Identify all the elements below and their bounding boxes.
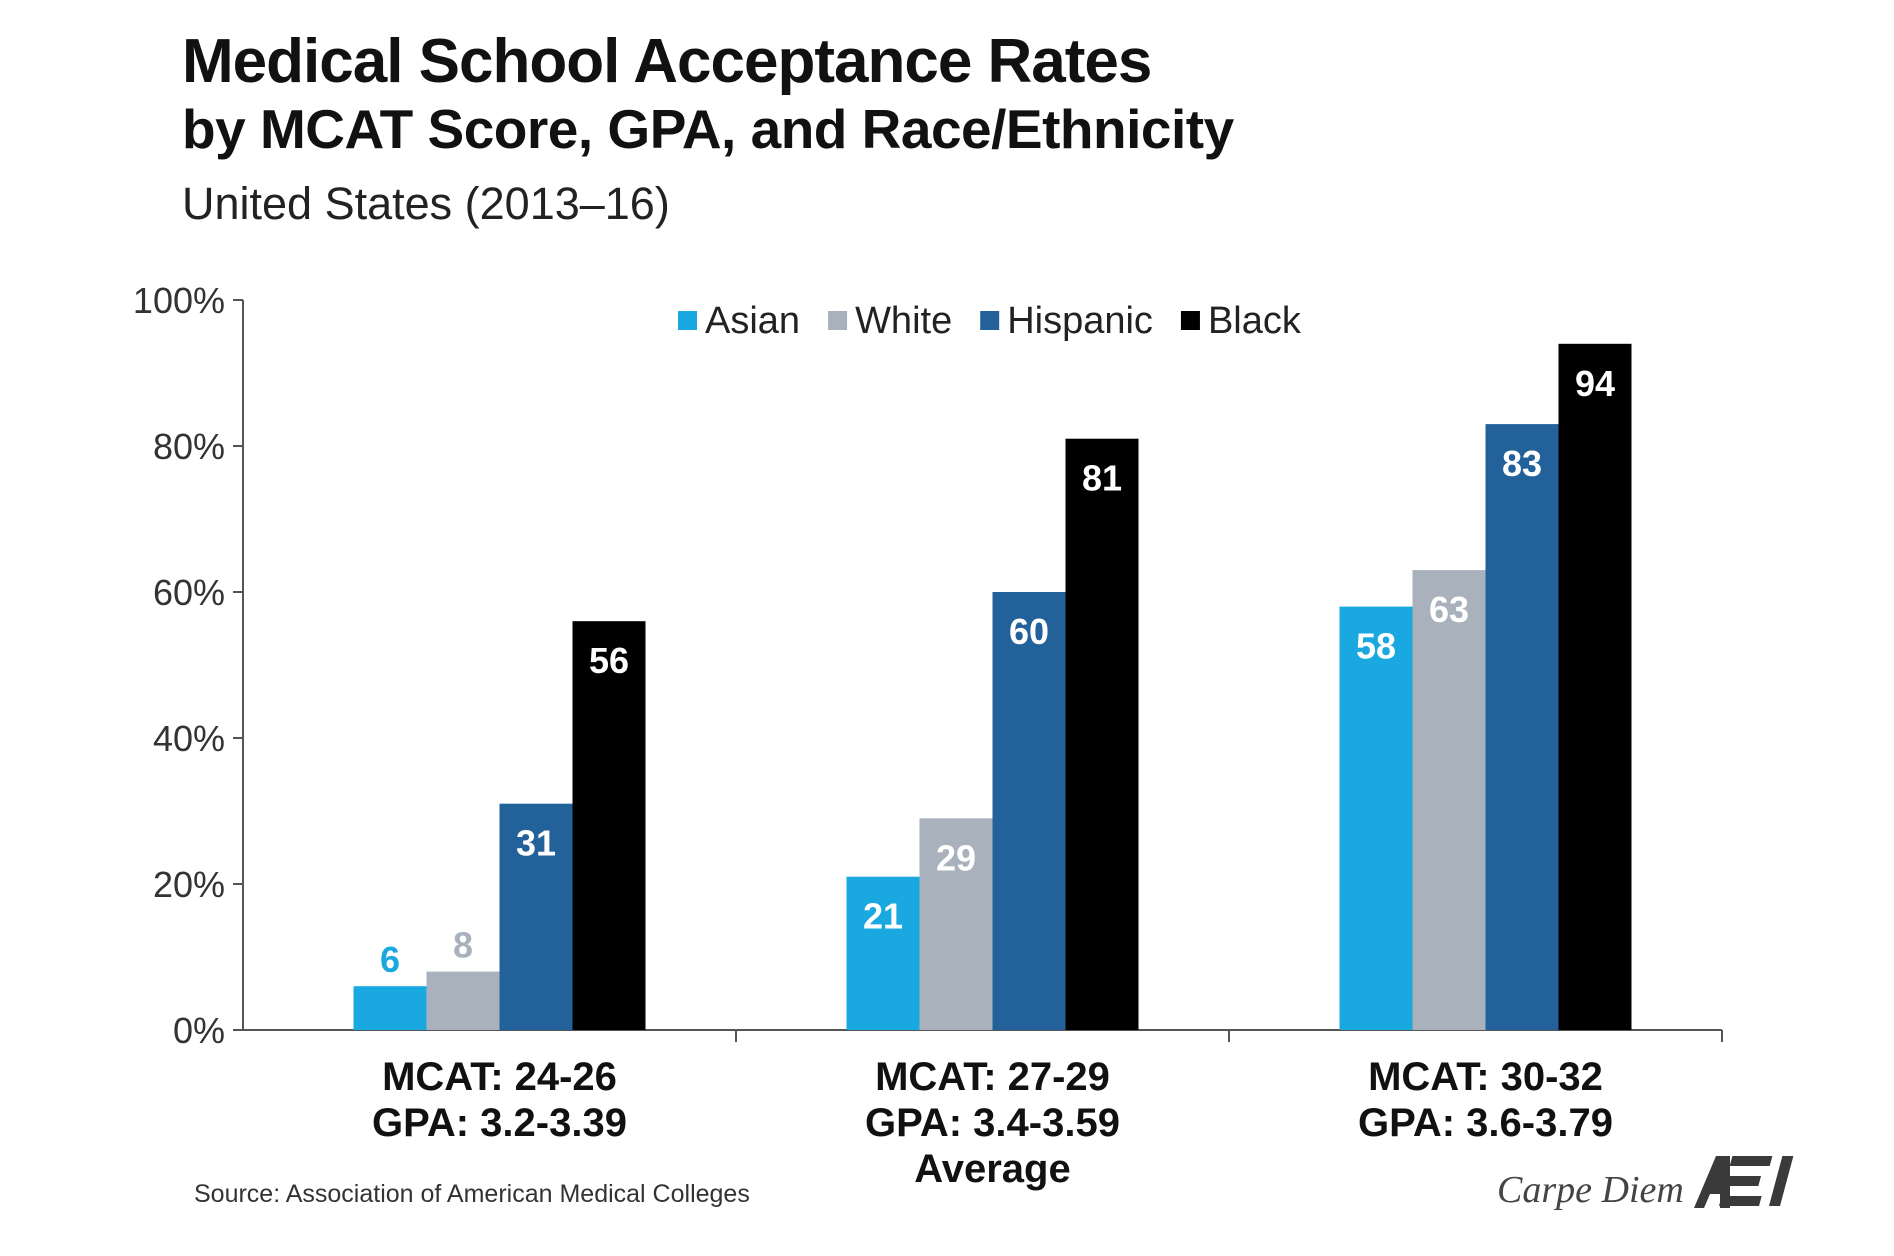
data-label: 81 [1082, 458, 1122, 499]
data-label: 31 [516, 823, 556, 864]
data-label: 58 [1356, 626, 1396, 667]
data-label: 29 [936, 837, 976, 878]
bar-white-2 [919, 818, 993, 1030]
legend-swatch-hispanic [980, 311, 1000, 330]
x-category-label: MCAT: 27-29 [875, 1055, 1110, 1099]
bar-white-3 [1412, 570, 1486, 1030]
bar-white-1 [426, 971, 500, 1030]
legend-swatch-white [828, 311, 848, 330]
chart-subtitle: United States (2013–16) [182, 178, 670, 229]
legend-label-black: Black [1208, 300, 1302, 342]
brand-name: Carpe Diem [1497, 1169, 1684, 1211]
bar-black-3 [1558, 343, 1632, 1030]
data-label: 8 [453, 925, 473, 966]
x-category-label: GPA: 3.2-3.39 [372, 1101, 627, 1145]
bar-asian-3 [1339, 606, 1413, 1030]
bar-asian-1 [353, 986, 427, 1030]
chart-legend: Asian White Hispanic Black [678, 300, 1302, 342]
x-category-label: GPA: 3.4-3.59 [865, 1101, 1120, 1145]
legend-label-hispanic: Hispanic [1007, 300, 1153, 342]
data-label: 60 [1009, 611, 1049, 652]
legend-label-asian: Asian [705, 300, 800, 342]
legend-swatch-black [1180, 311, 1200, 330]
y-tick-label: 60% [153, 572, 225, 613]
bar-hispanic-1 [499, 803, 573, 1030]
bar-asian-2 [846, 876, 920, 1030]
y-tick-label: 40% [153, 718, 225, 759]
aei-logo [1694, 1156, 1794, 1208]
legend-swatch-asian [678, 311, 697, 330]
bar-black-2 [1065, 438, 1139, 1030]
source-note: Source: Association of American Medical … [194, 1180, 750, 1208]
x-category-label: Average [914, 1147, 1070, 1191]
y-tick-label: 20% [153, 864, 225, 905]
chart-bars: 6 8 31 56 21 29 60 81 58 63 83 94 [353, 343, 1632, 1031]
bar-hispanic-3 [1485, 424, 1559, 1031]
data-label: 83 [1502, 443, 1542, 484]
bar-hispanic-2 [992, 592, 1066, 1030]
data-label: 6 [380, 939, 400, 980]
x-category-label: MCAT: 24-26 [382, 1055, 617, 1099]
chart-title: Medical School Acceptance Rates [182, 27, 1152, 96]
y-tick-label: 80% [153, 426, 225, 467]
data-label: 56 [589, 640, 629, 681]
data-label: 21 [863, 896, 903, 937]
x-category-label: GPA: 3.6-3.79 [1358, 1101, 1613, 1145]
legend-label-white: White [855, 300, 952, 342]
data-label: 94 [1575, 363, 1615, 404]
chart-title-line-2: by MCAT Score, GPA, and Race/Ethnicity [182, 98, 1234, 160]
y-tick-label: 0% [173, 1010, 225, 1051]
y-tick-label: 100% [133, 280, 225, 321]
bar-black-1 [572, 621, 646, 1030]
data-label: 63 [1429, 589, 1469, 630]
x-category-label: MCAT: 30-32 [1368, 1055, 1603, 1099]
